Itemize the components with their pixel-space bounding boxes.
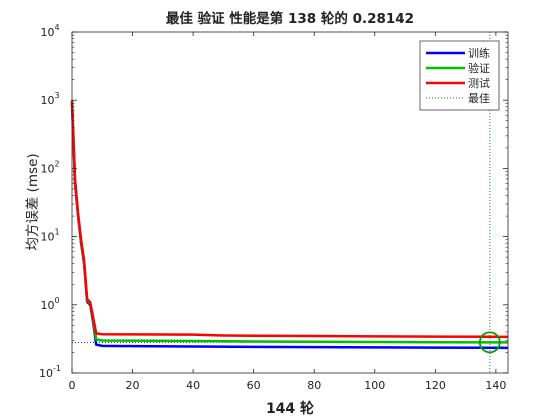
x-tick-label: 0: [69, 379, 76, 392]
y-axis-label: 均方误差 (mse): [25, 153, 41, 250]
legend-label: 最佳: [468, 91, 490, 105]
best-marker: [478, 331, 501, 354]
chart-title: 最佳 验证 性能是第 138 轮的 0.28142: [166, 10, 414, 27]
x-axis-ticks: 0 20 40 60 80 100 120 140: [69, 32, 506, 392]
y-tick-label: 102: [40, 159, 59, 175]
legend-label: 验证: [468, 61, 490, 75]
y-tick-label: 103: [40, 91, 59, 107]
x-tick-label: 60: [247, 379, 261, 392]
legend-label: 训练: [468, 46, 490, 60]
x-tick-label: 20: [126, 379, 140, 392]
x-tick-label: 40: [186, 379, 200, 392]
y-tick-label: 101: [40, 228, 59, 244]
y-tick-label: 10-1: [39, 364, 61, 380]
best-marker-layer: [478, 331, 501, 354]
y-tick-label: 100: [40, 296, 59, 312]
plot-frame: [71, 31, 509, 374]
legend-label: 测试: [468, 77, 490, 90]
series-layer: [70, 100, 509, 350]
x-tick-label: 100: [364, 379, 385, 392]
x-axis-label: 144 轮: [266, 400, 314, 417]
x-tick-label: 120: [425, 379, 446, 392]
x-tick-label: 80: [307, 379, 321, 392]
series-line: [70, 100, 509, 339]
x-tick-label: 140: [485, 379, 506, 392]
y-tick-label: 104: [40, 23, 59, 39]
